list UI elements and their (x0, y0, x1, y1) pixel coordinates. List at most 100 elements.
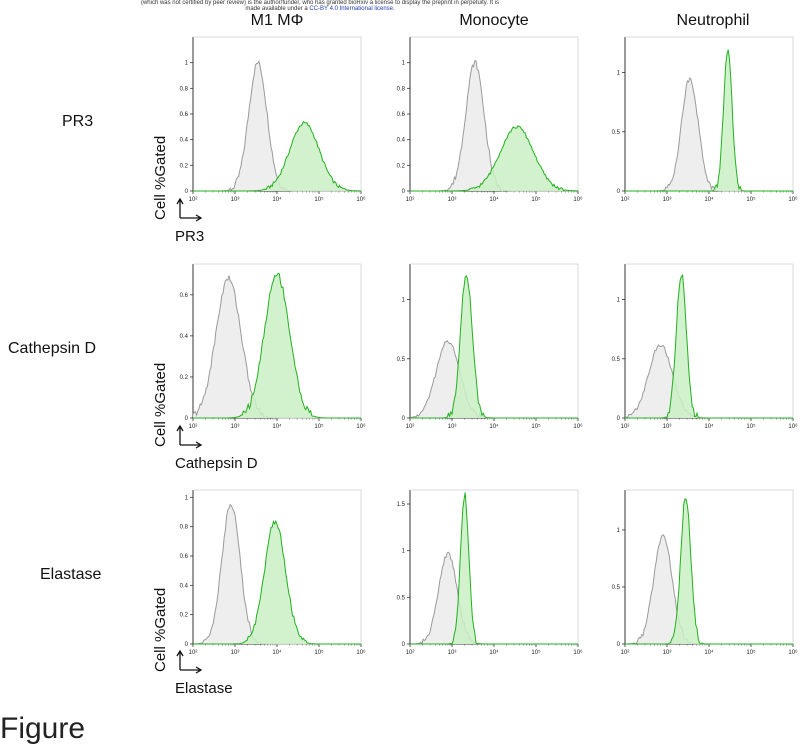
y-axis-label-row-3: Cell %Gated (152, 587, 169, 672)
panel-border (193, 263, 362, 418)
x-tick-label: 10⁴ (704, 196, 714, 203)
column-title-monocyte: Monocyte (459, 12, 529, 29)
column-title-neutrophil: Neutrophil (676, 12, 750, 29)
y-tick-label: 0 (617, 416, 621, 422)
isotype-histogram-line (193, 59, 361, 193)
y-tick-label: 1 (402, 61, 406, 67)
stain-histogram-line (193, 519, 361, 645)
y-tick-label: 0 (185, 642, 189, 648)
x-tick-label: 10⁶ (356, 423, 366, 430)
y-tick-label: 0.6 (397, 112, 406, 118)
y-tick-label: 0 (185, 189, 189, 195)
y-tick-label: 0.2 (397, 163, 406, 169)
row-label-pr3: PR3 (62, 113, 94, 130)
stain-histogram-fill (193, 521, 361, 644)
x-tick-label: 10⁴ (489, 649, 499, 656)
y-tick-label: 0 (617, 189, 621, 195)
axis-arrows-row-2 (176, 424, 203, 449)
isotype-histogram-fill (193, 61, 361, 191)
x-tick-label: 10⁵ (746, 649, 756, 656)
panel-border (410, 36, 579, 191)
x-tick-label: 10² (189, 197, 198, 203)
isotype-histogram-fill (410, 340, 578, 418)
x-tick-label: 10² (621, 650, 630, 656)
y-tick-label: 0 (402, 416, 406, 422)
x-tick-label: 10² (406, 197, 415, 203)
stain-histogram-line (410, 492, 578, 645)
y-tick-label: 1.5 (397, 502, 406, 508)
x-axis-label-row-1: PR3 (175, 228, 205, 245)
histogram-cathepsin-d-m1-macrophage: 0 0.2 0.4 0.6 10² 10³ 10⁴ 10⁵ 10⁶ (180, 263, 366, 430)
x-tick-label: 10⁵ (314, 423, 324, 430)
panel-border (625, 36, 794, 191)
stain-histogram-line (625, 498, 793, 645)
x-tick-label: 10² (406, 650, 415, 656)
histogram-elastase-neutrophil: 0 0.5 1 10² 10³ 10⁴ 10⁵ 10⁶ (612, 489, 798, 656)
row-label-elastase: Elastase (40, 566, 102, 583)
y-tick-label: 1 (617, 71, 621, 77)
y-tick-label: 0.4 (180, 138, 189, 144)
license-link[interactable]: CC-BY 4.0 International license (309, 6, 393, 12)
panel-border (193, 489, 362, 644)
license-suffix: . (393, 6, 395, 12)
x-tick-label: 10⁶ (573, 196, 583, 203)
x-tick-label: 10³ (448, 424, 457, 430)
x-tick-label: 10⁶ (356, 196, 366, 203)
license-prefix: made available under a (245, 6, 308, 12)
x-tick-label: 10⁶ (356, 649, 366, 656)
x-tick-label: 10⁵ (314, 649, 324, 656)
x-tick-label: 10³ (231, 424, 240, 430)
y-tick-label: 1 (402, 298, 406, 304)
x-tick-label: 10⁶ (788, 649, 798, 656)
stain-histogram-line (625, 274, 793, 419)
x-tick-label: 10³ (448, 197, 457, 203)
panel-border (410, 263, 579, 418)
isotype-histogram-fill (193, 275, 361, 418)
y-tick-label: 0.4 (397, 138, 406, 144)
x-tick-label: 10⁶ (788, 196, 798, 203)
y-axis-label-row-2: Cell %Gated (152, 362, 169, 447)
row-label-cathepsin-d: Cathepsin D (8, 340, 97, 357)
stain-histogram-line (410, 125, 578, 192)
y-axis-label-row-1: Cell %Gated (152, 135, 169, 220)
x-tick-label: 10⁵ (531, 423, 541, 430)
y-tick-label: 0.5 (612, 357, 621, 363)
x-tick-label: 10⁶ (573, 649, 583, 656)
x-tick-label: 10⁴ (272, 423, 282, 430)
x-tick-label: 10⁴ (272, 649, 282, 656)
y-tick-label: 0.5 (397, 595, 406, 601)
figure-caption: Figure (0, 712, 86, 745)
isotype-histogram-line (625, 76, 793, 192)
stain-histogram-line (193, 272, 361, 419)
y-tick-label: 1 (185, 495, 189, 501)
stain-histogram-fill (625, 49, 793, 192)
y-tick-label: 1 (617, 528, 621, 534)
y-tick-label: 0.5 (612, 585, 621, 591)
y-tick-label: 0.5 (612, 130, 621, 136)
isotype-histogram-fill (193, 504, 361, 644)
x-tick-label: 10⁶ (573, 423, 583, 430)
isotype-histogram-fill (625, 78, 793, 191)
license-note-line-2: made available under a CC-BY 4.0 Interna… (0, 6, 640, 12)
preprint-license-note: (which was not certified by peer review)… (0, 0, 640, 12)
y-tick-label: 0.5 (397, 357, 406, 363)
y-tick-label: 0 (402, 189, 406, 195)
x-tick-label: 10³ (448, 650, 457, 656)
stain-histogram-fill (193, 273, 361, 418)
y-tick-label: 0.2 (180, 375, 189, 381)
x-tick-label: 10⁴ (704, 649, 714, 656)
y-tick-label: 0.4 (180, 583, 189, 589)
y-tick-label: 0.2 (180, 613, 189, 619)
isotype-histogram-fill (625, 345, 793, 418)
x-tick-label: 10² (406, 424, 415, 430)
x-tick-label: 10⁴ (704, 423, 714, 430)
x-tick-label: 10⁵ (531, 649, 541, 656)
y-tick-label: 0.6 (180, 554, 189, 560)
y-tick-label: 1 (185, 61, 189, 67)
histogram-pr3-neutrophil: 0 0.5 1 10² 10³ 10⁴ 10⁵ 10⁶ (612, 36, 798, 203)
column-title-m1-macrophage: M1 MΦ (250, 12, 304, 29)
y-tick-label: 0.8 (397, 86, 406, 92)
x-tick-label: 10⁵ (314, 196, 324, 203)
isotype-histogram-fill (625, 534, 793, 644)
panel-border (410, 489, 579, 644)
